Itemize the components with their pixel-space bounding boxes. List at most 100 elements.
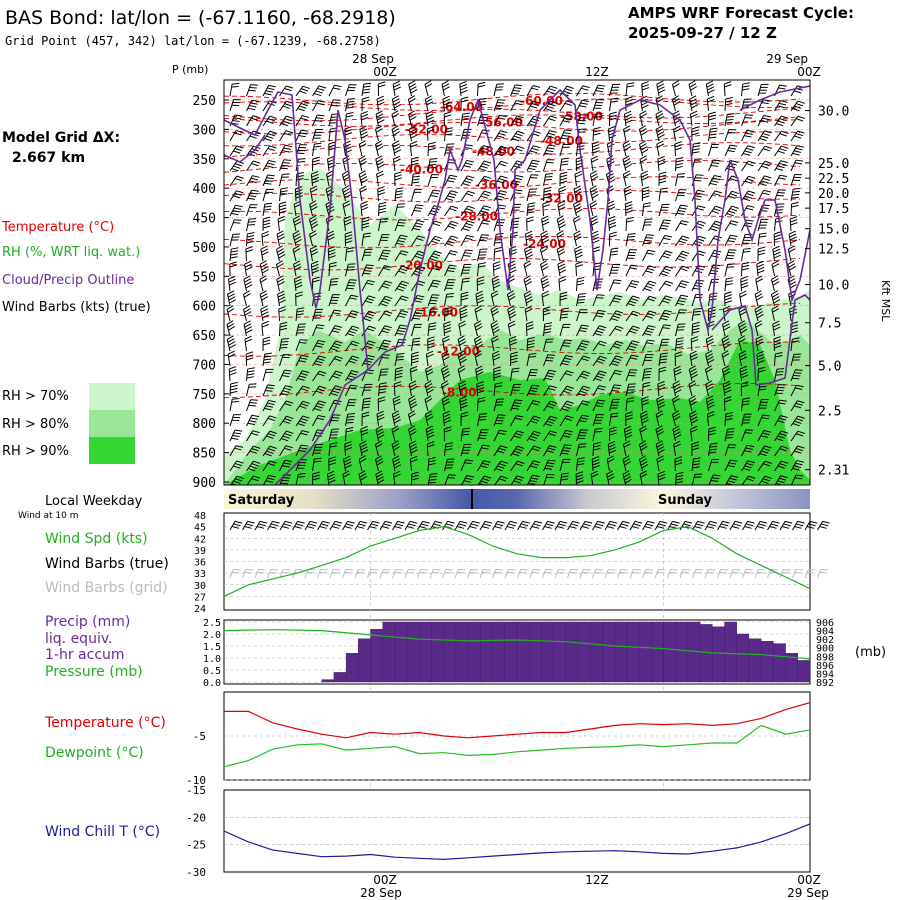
wind-barb-feather: [420, 569, 428, 571]
wind-barb-feather: [331, 277, 339, 280]
wind-barb-feather: [500, 460, 508, 464]
wind-barb-feather: [267, 417, 275, 421]
wind-barb-feather: [447, 240, 455, 244]
wind-barb-feather: [412, 343, 420, 346]
wind-barb-feather: [318, 99, 326, 103]
wind-barb-feather: [478, 396, 486, 400]
wind-barb-feather: [528, 123, 536, 127]
wind-barb-feather: [430, 473, 438, 475]
wind-barb: [576, 85, 584, 97]
wind-barb-feather: [724, 297, 732, 301]
wind-barb-feather: [266, 135, 274, 139]
wind-barb: [262, 415, 270, 427]
wind-barb-feather: [561, 310, 569, 313]
wind-barb: [279, 85, 287, 97]
wind-barb-feather: [558, 203, 566, 208]
wind-barb-feather: [494, 107, 503, 110]
wind-barb-feather: [725, 121, 733, 124]
wind-barb-feather: [565, 354, 573, 358]
wind-barb: [295, 355, 302, 367]
wind-barb-feather: [346, 103, 354, 106]
wind-barb: [576, 400, 584, 412]
wind-barb-feather: [627, 303, 635, 307]
wind-barb: [543, 324, 546, 337]
wind-barb-feather: [607, 571, 615, 574]
wind-barb-feather: [694, 179, 702, 182]
wind-barb-feather: [525, 296, 533, 301]
wind-barb-feather: [706, 395, 714, 400]
wind-barb: [477, 129, 483, 142]
wind-barb: [507, 324, 511, 337]
wind-barb-feather: [434, 265, 442, 269]
wind-barb-feather: [558, 188, 567, 193]
wind-barb-feather: [300, 444, 309, 447]
wind-barb-feather: [347, 98, 356, 100]
wind-barb-feather: [747, 205, 755, 208]
wind-barb-feather: [772, 245, 780, 250]
cloud-outline-1: [224, 91, 369, 485]
wind-barb-feather: [564, 403, 573, 407]
wind-barb-feather: [459, 341, 467, 346]
wind-barb-feather: [230, 381, 238, 385]
wind-barb-feather: [430, 285, 438, 288]
wind-barb-feather: [583, 370, 591, 375]
wind-barb-feather: [464, 210, 472, 214]
wind-barb-feather: [612, 387, 621, 389]
wind-barb: [592, 385, 600, 397]
wind-barb-feather: [414, 300, 422, 303]
wind-barb-feather: [362, 406, 370, 409]
wind-barb: [490, 294, 495, 307]
wind-barb-feather: [725, 436, 733, 439]
wind-barb-feather: [494, 249, 502, 253]
wind-barb-feather: [232, 435, 240, 438]
wind-barb-feather: [630, 298, 639, 302]
wind-barb-feather: [561, 472, 569, 475]
wind-barb-feather: [344, 218, 352, 223]
wind-barb-feather: [725, 280, 734, 283]
wind-barb-feather: [756, 311, 763, 316]
wind-barb-feather: [643, 242, 651, 245]
wind-barb-feather: [392, 95, 399, 100]
height-axis: 30.025.022.520.017.515.012.510.07.55.02.…: [805, 105, 849, 479]
wind-barb-feather: [344, 464, 352, 469]
wind-barb-feather: [663, 324, 671, 327]
wind-barb-feather: [227, 323, 235, 328]
wind-barb: [391, 114, 396, 127]
wind-barb-feather: [459, 395, 467, 400]
wind-barb-feather: [328, 476, 336, 481]
wind-barb: [229, 175, 238, 187]
wind-barb-feather: [245, 569, 253, 571]
wind-barb-feather: [746, 178, 754, 182]
wind-barb-feather: [491, 308, 499, 313]
wind-barb: [345, 384, 351, 397]
wind-barb: [417, 569, 422, 579]
wind-barb: [690, 338, 693, 352]
wind-barb-feather: [250, 192, 258, 195]
wind-barb: [392, 459, 396, 472]
wind-barb: [706, 414, 709, 427]
wind-barb-feather: [345, 429, 354, 433]
wind-barb-feather: [676, 337, 684, 340]
wind-barb-feather: [709, 133, 717, 136]
wind-barb-feather: [741, 267, 749, 271]
wind-barb-feather: [723, 386, 731, 391]
wind-barb-feather: [544, 322, 552, 325]
wind-barb-feather: [246, 354, 254, 358]
wind-barb: [559, 324, 564, 337]
wind-barb-feather: [397, 315, 406, 319]
wind-barb-feather: [466, 159, 474, 163]
wind-barb-feather: [581, 526, 590, 529]
wind-barb: [504, 521, 511, 531]
wind-barb-feather: [515, 133, 523, 137]
wind-barb: [378, 234, 383, 247]
wind-barb-feather: [234, 132, 242, 136]
wind-barb-feather: [331, 330, 340, 334]
wind-barb-feather: [630, 313, 639, 317]
wind-barb-feather: [333, 343, 342, 347]
wind-barb: [278, 308, 280, 322]
wind-barb-feather: [597, 520, 605, 524]
wind-barb-feather: [757, 353, 765, 358]
wind-barb-feather: [350, 312, 358, 316]
wind-barb-feather: [691, 336, 699, 340]
wind-barb-feather: [706, 386, 714, 391]
